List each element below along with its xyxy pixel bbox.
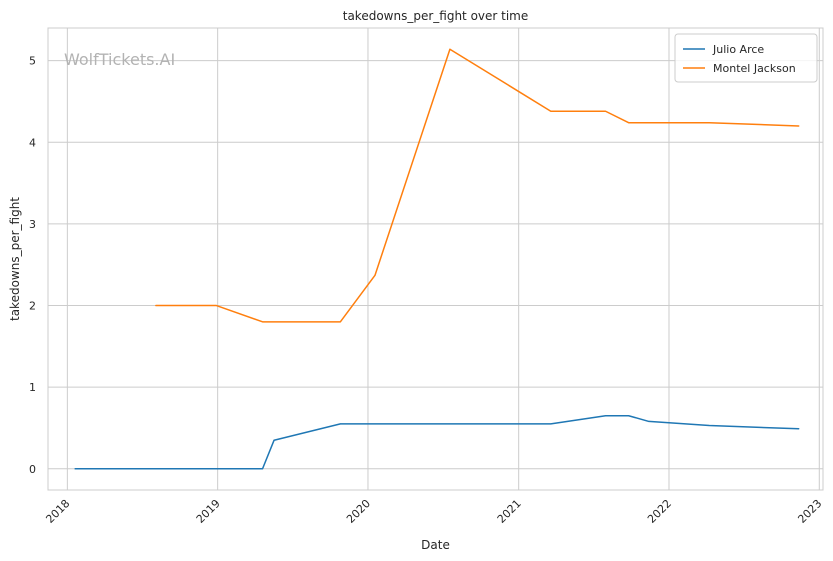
series-layer	[74, 48, 800, 470]
y-tick-label: 2	[29, 300, 36, 313]
series-line-2	[155, 48, 800, 323]
y-tick-label: 1	[29, 381, 36, 394]
legend-label-1: Julio Arce	[712, 43, 764, 56]
x-axis-title: Date	[421, 538, 450, 552]
watermark: WolfTickets.AI	[64, 50, 175, 69]
series-line-1	[74, 414, 800, 470]
y-tick-label: 4	[29, 136, 36, 149]
y-tick-label: 3	[29, 218, 36, 231]
chart-title: takedowns_per_fight over time	[343, 9, 529, 23]
legend: Julio Arce Montel Jackson	[674, 33, 818, 83]
y-tick-label: 5	[29, 55, 36, 68]
plot-frame	[47, 27, 824, 491]
y-tick-label: 0	[29, 463, 36, 476]
legend-label-2: Montel Jackson	[713, 62, 796, 75]
legend-box	[674, 33, 818, 83]
y-axis-title: takedowns_per_fight	[8, 197, 22, 321]
